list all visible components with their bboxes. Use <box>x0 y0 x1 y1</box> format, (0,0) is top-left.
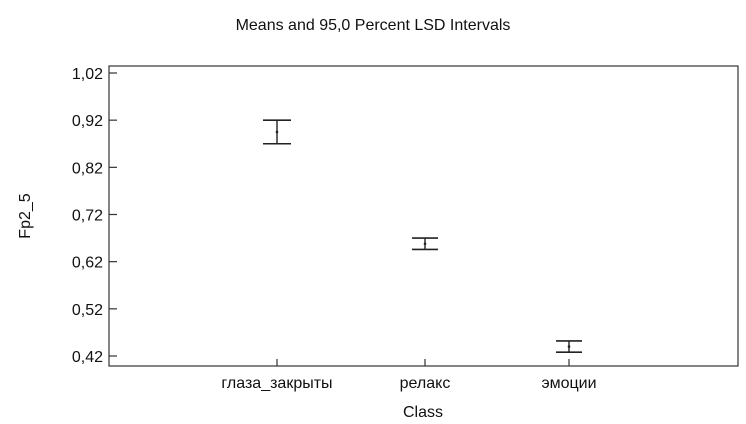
mean-point <box>423 242 427 246</box>
x-tick-label: эмоции <box>541 375 596 392</box>
x-tick-label: релакс <box>400 375 451 392</box>
y-tick-label: 0,72 <box>72 208 103 225</box>
y-tick-label: 0,52 <box>72 302 103 319</box>
plot-frame <box>108 65 739 367</box>
y-axis-label: Fp2_5 <box>17 193 34 238</box>
y-tick-label: 0,82 <box>72 160 103 177</box>
y-tick-label: 1,02 <box>72 66 103 83</box>
x-axis-label: Class <box>403 404 443 421</box>
error-bars <box>263 119 582 354</box>
x-axis: глаза_закрыты релакс эмоции <box>221 359 597 392</box>
mean-point <box>567 345 571 348</box>
y-tick-label: 0,62 <box>72 255 103 272</box>
y-tick-label: 0,92 <box>72 113 103 130</box>
y-tick-label: 0,42 <box>72 349 103 366</box>
chart-title: Means and 95,0 Percent LSD Intervals <box>235 17 511 34</box>
y-axis: 1,02 0,92 0,82 0,72 0,62 0,52 0,42 <box>72 66 117 366</box>
mean-point <box>275 130 279 134</box>
x-tick-label: глаза_закрыты <box>221 375 332 392</box>
